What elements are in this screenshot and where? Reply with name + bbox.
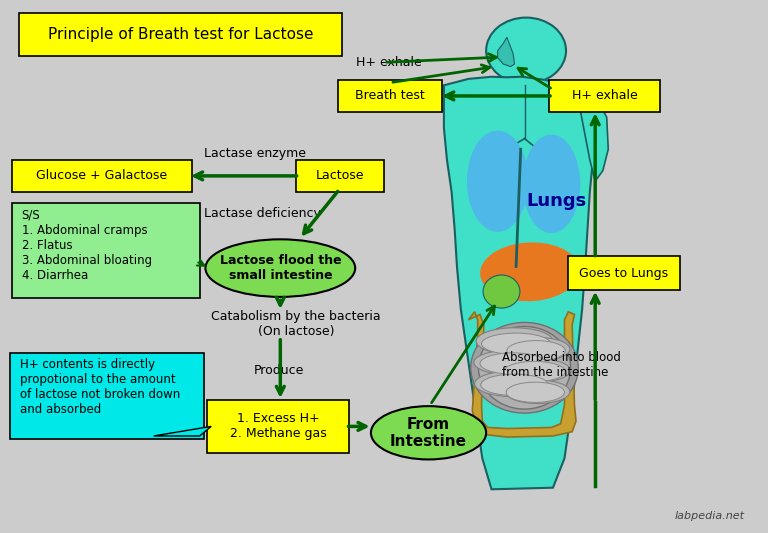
- Ellipse shape: [475, 371, 551, 397]
- Text: Goes to Lungs: Goes to Lungs: [579, 266, 669, 280]
- Ellipse shape: [476, 328, 553, 354]
- Polygon shape: [498, 37, 515, 67]
- FancyBboxPatch shape: [296, 160, 384, 192]
- Polygon shape: [468, 312, 576, 437]
- Ellipse shape: [471, 322, 578, 413]
- FancyBboxPatch shape: [207, 400, 349, 453]
- FancyBboxPatch shape: [568, 256, 680, 290]
- Ellipse shape: [502, 359, 571, 382]
- Text: Absorbed into blood
from the intestine: Absorbed into blood from the intestine: [502, 351, 621, 379]
- Text: labpedia.net: labpedia.net: [675, 511, 745, 521]
- Ellipse shape: [482, 333, 551, 354]
- Ellipse shape: [505, 337, 570, 361]
- Ellipse shape: [522, 134, 580, 233]
- Ellipse shape: [486, 18, 566, 84]
- Text: 1. Excess H+
2. Methane gas: 1. Excess H+ 2. Methane gas: [230, 413, 326, 440]
- FancyBboxPatch shape: [511, 64, 540, 85]
- Text: Lactase enzyme: Lactase enzyme: [204, 147, 306, 160]
- Ellipse shape: [478, 326, 571, 409]
- Text: Lactose: Lactose: [316, 169, 364, 182]
- Ellipse shape: [483, 275, 520, 308]
- Text: Lactase deficiency: Lactase deficiency: [204, 207, 320, 220]
- Text: H+ exhale: H+ exhale: [356, 56, 422, 69]
- Polygon shape: [154, 426, 211, 436]
- Text: Produce: Produce: [253, 364, 304, 377]
- FancyBboxPatch shape: [12, 160, 192, 192]
- Ellipse shape: [504, 361, 565, 382]
- Text: Lactose flood the
small intestine: Lactose flood the small intestine: [220, 254, 341, 282]
- FancyBboxPatch shape: [549, 80, 660, 112]
- Ellipse shape: [480, 243, 580, 301]
- Text: From
Intestine: From Intestine: [390, 417, 467, 449]
- Text: H+ exhale: H+ exhale: [572, 90, 637, 102]
- Polygon shape: [444, 77, 595, 489]
- FancyBboxPatch shape: [338, 80, 442, 112]
- Ellipse shape: [481, 374, 548, 395]
- Ellipse shape: [505, 380, 570, 403]
- Text: Catabolism by the bacteria
(On lactose): Catabolism by the bacteria (On lactose): [211, 310, 381, 337]
- Ellipse shape: [467, 131, 528, 232]
- Text: Glucose + Galactose: Glucose + Galactose: [36, 169, 167, 182]
- FancyBboxPatch shape: [12, 203, 200, 298]
- FancyBboxPatch shape: [10, 353, 204, 439]
- Text: Lungs: Lungs: [526, 192, 586, 211]
- Text: Breath test: Breath test: [355, 90, 425, 102]
- Polygon shape: [576, 88, 608, 181]
- Ellipse shape: [205, 239, 355, 297]
- Ellipse shape: [480, 353, 546, 374]
- Text: S/S
1. Abdominal cramps
2. Flatus
3. Abdominal bloating
4. Diarrhea: S/S 1. Abdominal cramps 2. Flatus 3. Abd…: [22, 209, 151, 282]
- Ellipse shape: [507, 341, 565, 361]
- Ellipse shape: [506, 382, 564, 402]
- FancyBboxPatch shape: [19, 13, 342, 56]
- Ellipse shape: [474, 350, 548, 375]
- Ellipse shape: [371, 406, 486, 459]
- Text: Principle of Breath test for Lactose: Principle of Breath test for Lactose: [48, 27, 313, 42]
- Text: H+ contents is directly
propotional to the amount
of lactose not broken down
and: H+ contents is directly propotional to t…: [20, 358, 180, 416]
